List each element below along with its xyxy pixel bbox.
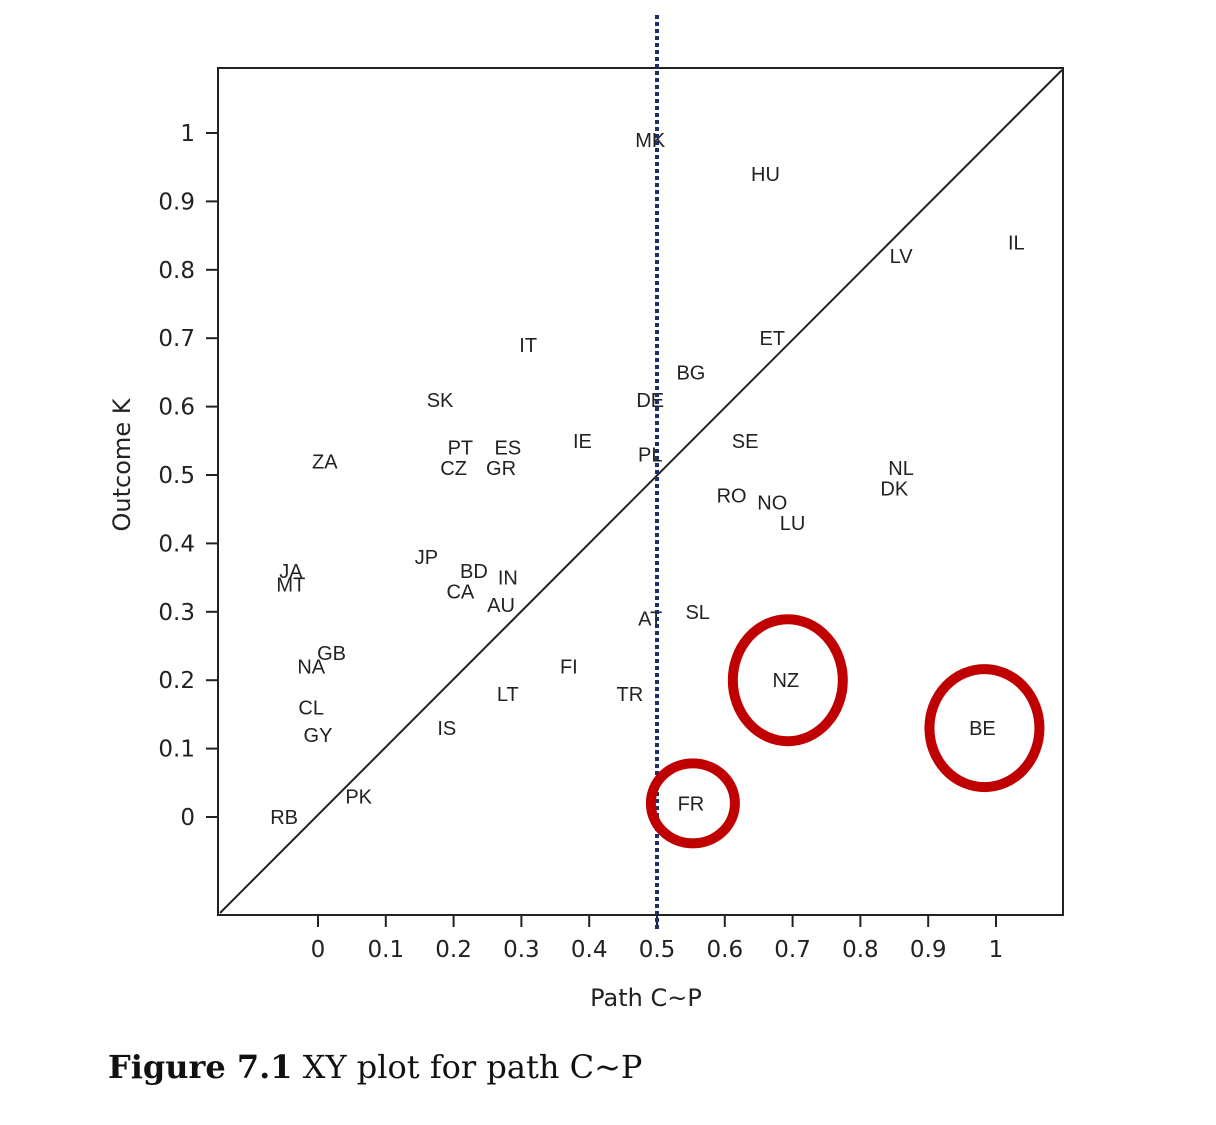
point-label-et: ET [759, 328, 785, 350]
y-tick-label: 0 [180, 805, 195, 831]
x-tick-label: 0.8 [842, 937, 879, 963]
x-tick-label: 0.2 [435, 937, 472, 963]
point-label-mt: MT [276, 574, 305, 596]
x-tick-label: 0.6 [707, 937, 744, 963]
point-label-mk: MK [635, 130, 666, 152]
point-label-gr: GR [486, 458, 516, 480]
y-axis-ticks: 0 0.1 0.2 0.3 0.4 0.5 0.6 0.7 0.8 0.9 1 [158, 121, 218, 831]
x-tick-label: 0.4 [571, 937, 608, 963]
point-label-fr: FR [678, 793, 705, 815]
point-label-bd: BD [460, 561, 488, 583]
point-label-sk: SK [427, 390, 454, 412]
point-label-za: ZA [312, 451, 338, 473]
point-label-lt: LT [497, 684, 519, 706]
figure-caption-text: XY plot for path C~P [292, 1048, 643, 1086]
highlight-circle-be [924, 664, 1045, 793]
y-axis-title: Outcome K [108, 397, 136, 531]
point-label-es: ES [494, 438, 521, 460]
y-tick-label: 0.6 [158, 395, 195, 421]
point-label-no: NO [757, 492, 787, 514]
y-tick-label: 0.2 [158, 668, 195, 694]
plot-frame [217, 67, 1064, 916]
point-label-rb: RB [270, 807, 298, 829]
point-label-be: BE [969, 718, 996, 740]
point-label-pt: PT [448, 438, 474, 460]
x-tick-label: 1 [989, 937, 1004, 963]
x-tick-label: 0 [311, 937, 326, 963]
y-tick-label: 0.8 [158, 258, 195, 284]
x-axis-ticks: 0 0.1 0.2 0.3 0.4 0.5 0.6 0.7 0.8 0.9 1 [311, 915, 1004, 963]
point-label-gb: GB [317, 643, 346, 665]
y-tick-label: 0.7 [158, 326, 195, 352]
figure-caption: Figure 7.1 XY plot for path C~P [108, 1048, 642, 1086]
point-label-jp: JP [415, 547, 438, 569]
point-label-cl: CL [298, 698, 324, 720]
x-tick-label: 0.3 [503, 937, 540, 963]
point-label-fi: FI [560, 657, 578, 679]
x-tick-label: 0.5 [639, 937, 676, 963]
point-label-ca: CA [446, 581, 474, 603]
y-tick-label: 0.3 [158, 600, 195, 626]
point-label-ro: RO [717, 486, 747, 508]
point-label-il: IL [1008, 232, 1025, 254]
point-label-de: DE [636, 390, 664, 412]
point-label-nz: NZ [772, 670, 799, 692]
point-label-se: SE [732, 431, 759, 453]
highlight-circle-nz [727, 614, 848, 747]
point-label-bg: BG [676, 362, 705, 384]
point-label-hu: HU [751, 164, 780, 186]
y-tick-label: 1 [180, 121, 195, 147]
figure-number: Figure 7.1 [108, 1048, 293, 1086]
point-label-cz: CZ [440, 458, 467, 480]
highlight-circle-fr [645, 758, 740, 849]
point-label-pk: PK [345, 786, 372, 808]
point-label-is: IS [437, 718, 456, 740]
point-label-ie: IE [573, 431, 592, 453]
point-label-sl: SL [685, 602, 709, 624]
point-label-gy: GY [304, 725, 333, 747]
point-label-lu: LU [780, 513, 806, 535]
y-tick-label: 0.5 [158, 463, 195, 489]
point-label-tr: TR [617, 684, 644, 706]
point-label-dk: DK [880, 479, 908, 501]
point-label-lv: LV [890, 246, 914, 268]
point-label-it: IT [519, 335, 537, 357]
point-label-nl: NL [888, 458, 914, 480]
x-tick-label: 0.9 [910, 937, 947, 963]
point-label-in: IN [498, 568, 518, 590]
y-tick-label: 0.1 [158, 737, 195, 763]
point-label-au: AU [487, 595, 515, 617]
y-tick-label: 0.4 [158, 531, 195, 557]
x-tick-label: 0.7 [774, 937, 811, 963]
point-label-na: NA [297, 657, 325, 679]
y-tick-label: 0.9 [158, 189, 195, 215]
point-label-ja: JA [279, 561, 303, 583]
xy-plot: 0 0.1 0.2 0.3 0.4 0.5 0.6 0.7 0.8 0.9 1 0 0.1 0.2 0.3… [108, 15, 1064, 1012]
highlight-circles [645, 614, 1045, 849]
diagonal-line [219, 69, 1063, 914]
x-tick-label: 0.1 [368, 937, 405, 963]
x-axis-title: Path C~P [590, 984, 702, 1012]
